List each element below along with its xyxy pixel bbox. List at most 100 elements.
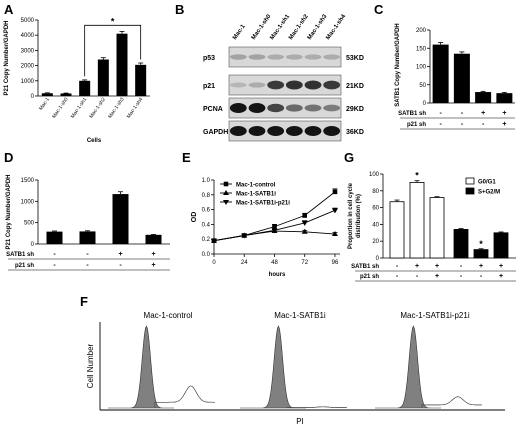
e-point [332,189,338,195]
b-size-label: 36KD [346,129,364,136]
b-band [267,103,285,113]
b-band [248,103,266,113]
d-row-mark: - [119,262,122,269]
b-protein-label: GAPDH [203,129,228,136]
g-row-mark: - [396,263,399,270]
c-y-tick-label: 0 [423,101,427,107]
panel-label-a: A [4,2,14,17]
b-protein-label: p21 [203,83,215,90]
d-bar [79,231,96,244]
chart-g: 0 20 40 60 80 100 * * SATB1 sh - + + - + + p21 sh - - + - - +… [348,171,516,282]
f-x-axis-title: PI [296,417,304,426]
b-band [248,82,266,88]
g-row-label: p21 sh [360,274,379,280]
g-bar [409,181,425,259]
d-row-mark: - [53,262,56,269]
b-band [267,54,285,60]
panel-label-e: E [182,150,191,165]
e-point [331,208,338,214]
c-y-tick-label: 50 [419,83,426,89]
g-row-mark: - [480,273,483,280]
panel-label-b: B [175,2,184,17]
g-bar [453,229,469,259]
d-row-mark: - [86,262,89,269]
b-blot-strip [228,74,342,96]
g-significance-star: * [479,239,483,249]
panel-label-f: F [80,294,88,309]
g-row-mark: - [396,273,399,280]
b-band [248,126,266,136]
g-row-mark: - [416,273,419,280]
a-x-tick-label: Mac-1-sh0 [51,97,70,120]
g-y-axis-title: Proportion in cell cycle [348,182,354,249]
e-y-tick-label: 0.8 [202,193,211,199]
f-sample-title: Mac-1-SATB1i-p21i [400,311,469,320]
a-y-tick-label: 5000 [21,18,35,24]
b-band [229,82,247,88]
e-x-tick-label: 96 [332,260,339,266]
e-legend-label: Mac-1-SATB1i [236,192,276,198]
b-band [304,104,322,112]
a-x-tick-label: Mac-1 [38,97,51,112]
b-band [304,54,322,60]
a-x-tick-label: Mac-1-sh4 [126,97,145,120]
b-band [229,126,247,136]
b-band [267,126,285,136]
g-y-tick-label: 80 [372,189,379,195]
e-point [223,181,229,187]
g-y-tick-label: 40 [372,222,379,228]
e-point [301,228,308,234]
e-point [223,190,229,195]
c-row-mark: + [502,110,506,117]
b-size-label: 21KD [346,83,364,90]
b-band [229,103,247,113]
a-x-tick-label: Mac-1-sh3 [107,97,126,120]
c-bar [432,44,449,103]
b-band [285,126,303,136]
e-y-tick-label: 0.6 [202,208,211,214]
a-bar [41,93,53,96]
g-row-mark: + [435,273,439,280]
g-y-tick-label: 100 [369,172,380,178]
b-protein-label: PCNA [203,106,223,113]
c-y-axis-title: SATB1 Copy Number/GAPDH [395,23,401,107]
panel-label-c: C [374,2,384,17]
e-point [331,231,338,237]
b-protein-label: p53 [203,55,215,62]
g-bar [389,201,405,259]
c-row-label: p21 sh [407,122,426,128]
g-row-mark: + [499,273,503,280]
flow-histograms-f: Cell Number PI Mac-1-control Mac-1-SATB1i Ma… [86,311,505,426]
b-band [304,80,322,90]
e-x-axis-title: hours [269,272,286,278]
d-row-mark: - [53,251,56,258]
d-y-tick-label: 500 [24,221,35,227]
g-legend-swatch [465,187,475,195]
g-row-label: SATB1 sh [351,264,379,270]
g-y-tick-label: 60 [372,206,379,212]
chart-d: 0 500 1000 1500 SATB1 sh - - + + p21 sh - - - + P21 Co… [6,174,170,271]
a-x-tick-label: Mac-1-sh1 [70,97,89,120]
f-sg2-outline [154,385,215,408]
d-row-mark: + [151,262,155,269]
g-bar [429,197,445,259]
g-row-mark: + [479,263,483,270]
b-band [304,126,322,136]
d-row-mark: - [86,251,89,258]
d-row-label: p21 sh [15,263,34,269]
c-bar [496,93,513,103]
g-row-mark: - [460,263,463,270]
c-row-mark: - [461,110,464,117]
f-sg2-outline-2 [286,406,347,408]
c-y-tick-label: 200 [416,28,427,34]
g-bar [473,249,489,259]
f-sg2-outline [421,396,482,408]
f-sample-title: Mac-1-control [144,311,193,320]
western-blot-b: Mac-1 Mac-1-sh0Mac-1-sh1Mac-1-sh2Mac-1-sh… [203,13,364,142]
a-y-axis-title: P21 Copy Number/GAPDH [4,20,10,95]
f-g1-peak [108,325,174,409]
c-y-tick-label: 150 [416,46,427,52]
chart-c: 0 50 100 150 200 SATB1 sh - - + + p21 sh - - - + SATB1 … [395,23,515,130]
e-series-line [213,191,336,242]
